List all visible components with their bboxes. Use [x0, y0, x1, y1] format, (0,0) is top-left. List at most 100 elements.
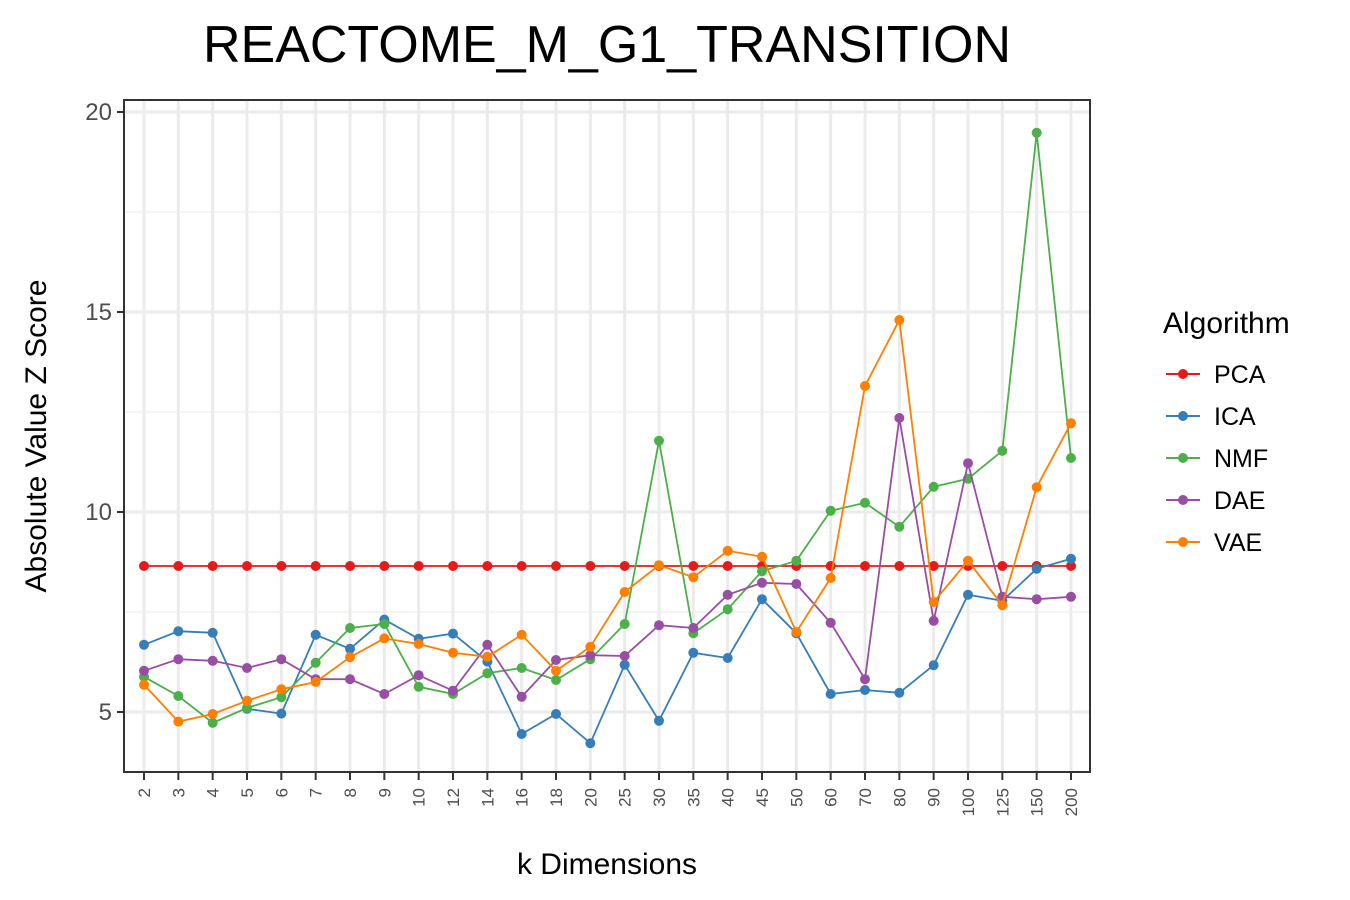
data-point-vae	[551, 665, 561, 676]
legend-label: DAE	[1214, 487, 1265, 515]
data-point-ica	[345, 643, 355, 654]
data-point-dae	[345, 674, 355, 685]
data-point-nmf	[1031, 127, 1042, 138]
y-tick-label: 5	[99, 699, 112, 726]
x-tick-label: 16	[513, 788, 532, 807]
data-point-nmf	[276, 692, 287, 703]
x-tick-label: 35	[684, 788, 703, 807]
x-tick-label: 8	[341, 788, 360, 797]
data-point-nmf	[310, 657, 321, 668]
series-line-vae	[143, 317, 1072, 723]
legend-swatch-point	[1178, 495, 1188, 505]
legend-swatch-point	[1178, 411, 1188, 421]
grid	[124, 100, 1090, 772]
data-point-nmf	[619, 619, 630, 629]
data-point-dae	[379, 689, 390, 699]
legend-title: Algorithm	[1163, 307, 1290, 340]
x-tick-label: 20	[581, 788, 600, 807]
data-point-ica	[551, 709, 561, 719]
data-point-vae	[997, 600, 1008, 611]
x-tick-label: 100	[959, 788, 978, 816]
series-layer	[139, 127, 1076, 749]
data-point-nmf	[379, 619, 390, 629]
data-point-pca	[860, 561, 870, 571]
series-vae	[139, 315, 1076, 727]
data-point-vae	[825, 573, 836, 583]
x-tick-label: 6	[272, 788, 291, 797]
data-point-dae	[139, 665, 149, 676]
data-point-nmf	[860, 497, 870, 508]
x-axis-label: k Dimensions	[517, 848, 697, 881]
data-point-dae	[963, 458, 973, 469]
data-point-dae	[242, 663, 252, 673]
data-point-nmf	[207, 717, 218, 728]
legend-item-pca: PCA	[1166, 361, 1266, 389]
data-point-vae	[310, 677, 321, 687]
data-point-pca	[688, 561, 699, 571]
data-point-pca	[997, 561, 1008, 571]
data-point-ica	[516, 729, 527, 739]
data-point-dae	[688, 623, 699, 633]
data-point-ica	[860, 685, 870, 695]
series-line-ica	[143, 557, 1072, 745]
data-point-vae	[276, 684, 287, 695]
data-point-dae	[722, 589, 733, 600]
data-point-dae	[894, 413, 905, 423]
data-point-dae	[825, 617, 836, 628]
data-point-ica	[928, 660, 939, 671]
data-point-vae	[379, 633, 390, 644]
data-point-ica	[722, 653, 733, 663]
data-point-ica	[757, 594, 767, 605]
data-point-dae	[1066, 591, 1076, 602]
data-point-ica	[688, 647, 699, 658]
data-point-pca	[482, 561, 493, 571]
legend-label: VAE	[1214, 529, 1262, 557]
data-point-ica	[310, 629, 321, 640]
data-point-ica	[894, 687, 905, 698]
data-point-pca	[139, 561, 149, 571]
x-tick-label: 125	[993, 788, 1012, 816]
data-point-pca	[207, 561, 218, 571]
data-point-pca	[1066, 561, 1076, 571]
data-point-ica	[585, 738, 596, 749]
data-point-dae	[482, 639, 493, 650]
x-tick-label: 45	[753, 788, 772, 807]
data-point-vae	[757, 551, 767, 562]
series-nmf	[139, 127, 1076, 728]
data-point-vae	[139, 679, 149, 690]
legend-item-dae: DAE	[1166, 487, 1265, 515]
data-point-pca	[345, 561, 355, 571]
series-line-dae	[143, 417, 1072, 699]
data-point-pca	[379, 561, 390, 571]
x-tick-label: 90	[925, 788, 944, 807]
y-axis-label: Absolute Value Z Score	[20, 280, 53, 593]
x-tick-label: 150	[1028, 788, 1047, 816]
data-point-ica	[1031, 563, 1042, 574]
data-point-dae	[173, 654, 184, 665]
data-point-dae	[791, 579, 802, 589]
data-point-nmf	[551, 675, 561, 685]
data-point-vae	[619, 587, 630, 597]
data-point-dae	[448, 685, 458, 696]
x-tick-label: 14	[478, 788, 497, 807]
data-point-nmf	[242, 703, 252, 713]
data-point-dae	[654, 620, 664, 631]
data-point-vae	[413, 639, 424, 649]
data-point-nmf	[413, 681, 424, 692]
x-tick-label: 2	[135, 788, 154, 797]
data-point-vae	[688, 572, 699, 583]
data-point-dae	[551, 655, 561, 665]
data-point-pca	[276, 561, 287, 571]
data-point-dae	[860, 674, 870, 685]
legend-swatch-point	[1178, 369, 1188, 379]
legend-swatch-point	[1178, 453, 1188, 463]
data-point-ica	[139, 639, 149, 650]
x-tick-label: 12	[444, 788, 463, 807]
data-point-pca	[928, 561, 939, 571]
x-tick-label: 4	[204, 788, 223, 797]
series-dae	[139, 413, 1076, 702]
data-point-vae	[1066, 418, 1076, 429]
x-tick-label: 30	[650, 788, 669, 807]
